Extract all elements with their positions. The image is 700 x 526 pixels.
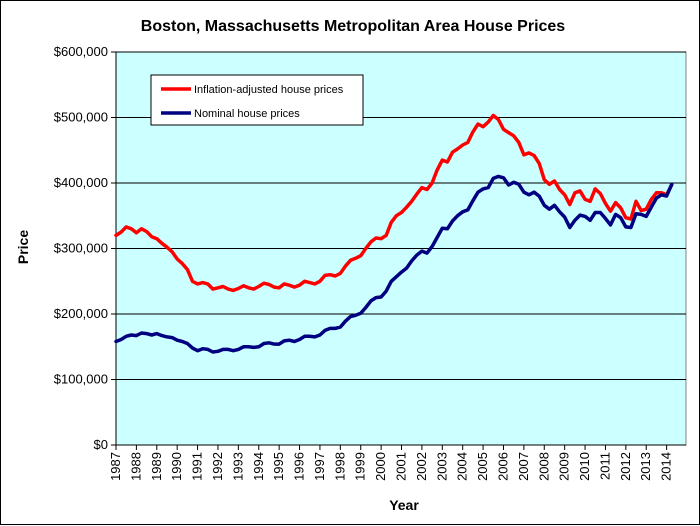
x-tick-label: 2005 [475, 452, 490, 481]
x-tick-label: 1996 [292, 452, 307, 481]
y-tick-label: $500,000 [54, 110, 108, 125]
x-tick-label: 1987 [108, 452, 123, 481]
x-tick-label: 2011 [597, 452, 612, 480]
series-line-1 [114, 174, 674, 354]
x-tick-label: 2012 [618, 452, 633, 481]
x-tick-label: 1988 [128, 452, 143, 481]
x-tick-label: 1990 [169, 452, 184, 481]
x-tick-label: 2010 [577, 452, 592, 481]
x-tick-label: 1993 [230, 452, 245, 481]
y-tick-label: $400,000 [54, 175, 108, 190]
x-tick-label: 1989 [149, 452, 164, 481]
x-tick-label: 2004 [455, 452, 470, 481]
x-tick-label: 1991 [190, 452, 205, 481]
x-tick-label: 1999 [353, 452, 368, 481]
x-tick-label: 1992 [210, 452, 225, 481]
y-axis: $0 $100,000 $200,000 $300,000 $400,000 $500,0… [54, 44, 117, 452]
legend-label-nominal: Nominal house prices [194, 108, 300, 120]
chart-title: Boston, Massachusetts Metropolitan Area … [141, 18, 566, 35]
x-tick-label: 2013 [638, 452, 653, 481]
x-tick-label: 1998 [332, 452, 347, 481]
x-tick-label: 2014 [659, 452, 674, 481]
y-tick-label: $0 [94, 437, 108, 452]
x-tick-label: 2000 [373, 452, 388, 481]
y-tick-label: $600,000 [54, 44, 108, 59]
y-tick-label: $100,000 [54, 372, 108, 387]
x-tick-label: 2002 [414, 452, 429, 481]
x-tick-label: 2008 [536, 452, 551, 481]
series-line-0 [114, 113, 674, 293]
x-tick-label: 2003 [434, 452, 449, 481]
x-tick-label: 2007 [516, 452, 531, 481]
x-tick-label: 2009 [557, 452, 572, 481]
x-axis-title: Year [389, 497, 419, 513]
x-tick-label: 1994 [251, 452, 266, 481]
x-tick-label: 2006 [495, 452, 510, 481]
legend-box [150, 74, 364, 126]
y-tick-label: $200,000 [54, 306, 108, 321]
x-axis: 1987 1988 1989 1990 1991 1992 1993 1994 1995 1996… [108, 444, 686, 481]
y-axis-title: Price [15, 230, 31, 264]
series-layer [114, 113, 674, 354]
x-tick-label: 2001 [394, 452, 409, 481]
y-tick-label: $300,000 [54, 241, 108, 256]
x-tick-label: 1995 [271, 452, 286, 481]
legend-label-inflation-adjusted: Inflation-adjusted house prices [194, 84, 344, 96]
x-tick-label: 1997 [312, 452, 327, 481]
legend: Inflation-adjusted house prices Nominal … [150, 74, 364, 126]
